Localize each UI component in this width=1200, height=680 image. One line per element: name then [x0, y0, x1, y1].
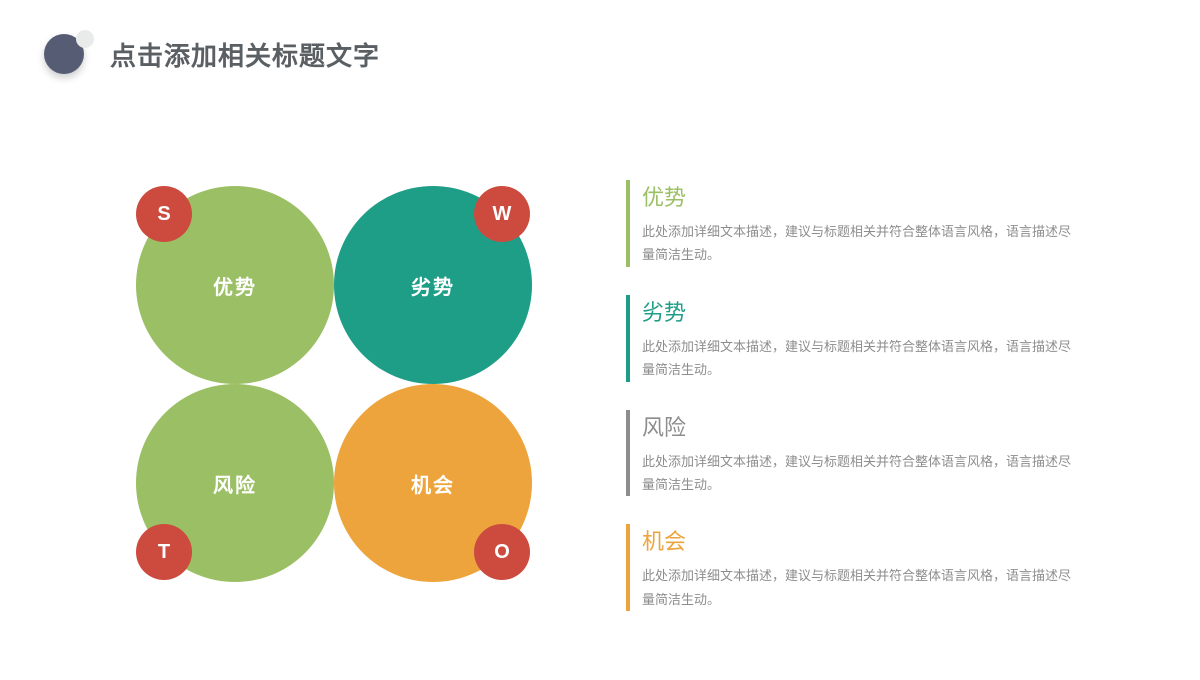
swot-circle-label: 风险	[213, 469, 257, 498]
swot-badge-o: O	[474, 524, 530, 580]
swot-diagram: 优势 劣势 风险 机会 S W T O	[136, 186, 530, 582]
section-threat: 风险 此处添加详细文本描述，建议与标题相关并符合整体语言风格，语言描述尽量简洁生…	[626, 410, 1076, 497]
section-weakness: 劣势 此处添加详细文本描述，建议与标题相关并符合整体语言风格，语言描述尽量简洁生…	[626, 295, 1076, 382]
text-sections: 优势 此处添加详细文本描述，建议与标题相关并符合整体语言风格，语言描述尽量简洁生…	[626, 180, 1076, 639]
swot-badge-letter: O	[494, 541, 510, 564]
swot-badge-letter: W	[493, 203, 512, 226]
swot-badge-letter: S	[157, 203, 170, 226]
swot-circle-label: 优势	[213, 271, 257, 300]
section-title: 劣势	[642, 295, 1076, 327]
section-title: 风险	[642, 410, 1076, 442]
slide-title: 点击添加相关标题文字	[110, 36, 380, 73]
slide-header: 点击添加相关标题文字	[44, 32, 380, 76]
section-body: 此处添加详细文本描述，建议与标题相关并符合整体语言风格，语言描述尽量简洁生动。	[642, 564, 1076, 611]
section-body: 此处添加详细文本描述，建议与标题相关并符合整体语言风格，语言描述尽量简洁生动。	[642, 450, 1076, 497]
section-strength: 优势 此处添加详细文本描述，建议与标题相关并符合整体语言风格，语言描述尽量简洁生…	[626, 180, 1076, 267]
section-body: 此处添加详细文本描述，建议与标题相关并符合整体语言风格，语言描述尽量简洁生动。	[642, 220, 1076, 267]
swot-circle-label: 劣势	[411, 271, 455, 300]
swot-badge-t: T	[136, 524, 192, 580]
swot-circle-label: 机会	[411, 469, 455, 498]
header-icon-small-circle	[76, 30, 94, 48]
section-title: 优势	[642, 180, 1076, 212]
section-title: 机会	[642, 524, 1076, 556]
swot-badge-letter: T	[158, 541, 170, 564]
swot-badge-s: S	[136, 186, 192, 242]
header-icon	[44, 32, 88, 76]
swot-badge-w: W	[474, 186, 530, 242]
section-body: 此处添加详细文本描述，建议与标题相关并符合整体语言风格，语言描述尽量简洁生动。	[642, 335, 1076, 382]
section-opportunity: 机会 此处添加详细文本描述，建议与标题相关并符合整体语言风格，语言描述尽量简洁生…	[626, 524, 1076, 611]
slide: 点击添加相关标题文字 优势 劣势 风险 机会 S W T O 优势	[0, 0, 1200, 680]
